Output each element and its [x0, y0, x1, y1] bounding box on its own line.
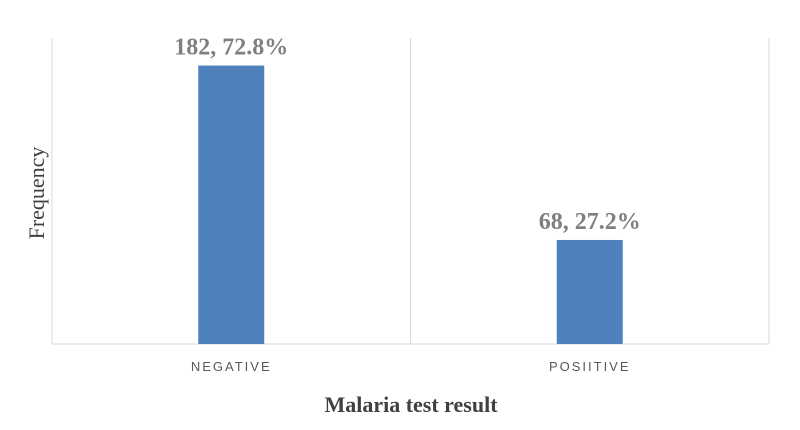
bar-negative — [198, 65, 265, 344]
bars-group — [198, 65, 623, 344]
data-labels-group: 182, 72.8% 68, 27.2% — [174, 35, 641, 235]
data-label-posiitive: 68, 27.2% — [539, 209, 641, 235]
x-axis-title: Malaria test result — [324, 392, 498, 417]
category-label-posiitive: POSIITIVE — [549, 359, 631, 374]
category-label-negative: NEGATIVE — [191, 359, 272, 374]
chart-frame — [51, 38, 770, 345]
data-label-negative: 182, 72.8% — [174, 35, 288, 61]
bar-posiitive — [556, 239, 623, 344]
y-axis-title: Frequency — [24, 147, 49, 240]
category-labels-group: NEGATIVE POSIITIVE — [191, 359, 631, 374]
